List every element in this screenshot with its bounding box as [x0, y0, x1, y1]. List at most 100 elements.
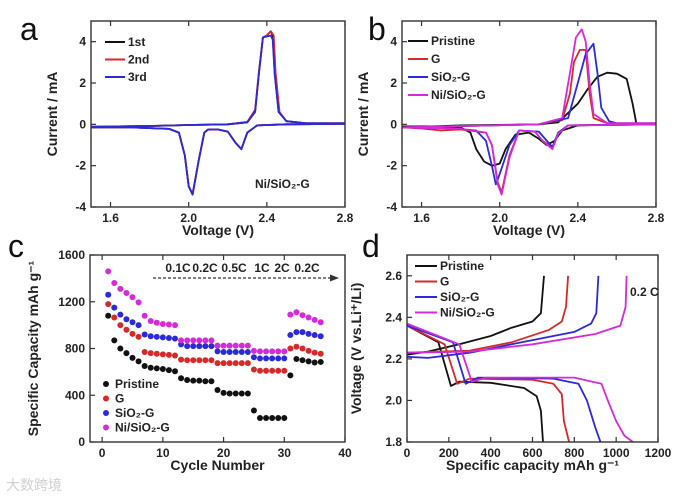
series-pristine-point — [159, 365, 166, 372]
series-g-point — [208, 357, 215, 364]
series-g-point — [202, 357, 209, 364]
legend-swatch — [103, 410, 109, 416]
rate-label: 0.2C — [294, 261, 320, 275]
series-g-point — [281, 367, 288, 374]
series-g-point — [317, 350, 324, 357]
legend-label: Pristine — [440, 259, 484, 273]
series-sio-g-point — [105, 291, 112, 298]
series-pristine-point — [165, 367, 172, 374]
series-sio-g-point — [123, 316, 130, 323]
legend-label: SiO₂-G — [115, 406, 154, 420]
series-pristine-point — [172, 368, 178, 375]
series-ni-sio-g-point — [250, 347, 257, 354]
series-ni-sio-g-point — [238, 342, 245, 349]
series-ni-sio-g-point — [184, 337, 191, 344]
x-tick-label: 1.6 — [102, 211, 119, 225]
y-tick-label: -4 — [75, 200, 86, 214]
legend-swatch — [103, 395, 109, 402]
series-g-point — [178, 356, 185, 363]
series-sio-g-point — [257, 355, 263, 362]
x-axis-title: Specific capacity mAh g⁻¹ — [446, 457, 619, 473]
series-ni-sio-g-point — [232, 342, 239, 349]
series-g-charge-line — [407, 275, 569, 354]
legend-label: Ni/SiO₂-G — [431, 88, 486, 102]
x-tick-label: 1.6 — [413, 211, 430, 225]
series-sio-g-point — [311, 332, 318, 339]
legend-label: Pristine — [115, 377, 159, 391]
series-ni-sio-g-point — [263, 348, 270, 355]
x-tick-label: 20 — [217, 446, 231, 460]
x-tick-label: 30 — [278, 446, 292, 460]
series-g-point — [172, 352, 178, 359]
series-sio-g-point — [135, 322, 142, 329]
series-g-point — [257, 367, 263, 374]
watermark: 大数跨境 — [6, 478, 62, 494]
y-axis-title: Specific Capacity mAh g⁻¹ — [25, 260, 41, 436]
series-sio-g-point — [263, 355, 270, 362]
series-sio-g-point — [172, 335, 178, 342]
series-ni-sio-g-point — [190, 337, 197, 344]
series-ni-sio-g-point — [123, 289, 130, 296]
series-ni-sio-g-point — [226, 342, 233, 349]
series-ni-sio-g-point — [105, 268, 112, 275]
y-tick-label: 0 — [79, 117, 86, 131]
series-g-point — [117, 322, 124, 329]
series-g-point — [269, 367, 276, 374]
series-pristine-point — [153, 365, 160, 372]
series-sio-g-point — [250, 354, 257, 361]
x-tick-label: 2.4 — [570, 211, 587, 225]
y-tick-label: 2 — [390, 76, 397, 90]
series-ni-sio-g-point — [165, 321, 172, 328]
series-pristine-point — [135, 358, 142, 365]
series-sio-g-point — [153, 333, 160, 340]
y-tick-label: 800 — [65, 342, 85, 356]
series-3rd-line — [91, 34, 345, 196]
series-pristine-point — [190, 377, 197, 384]
series-sio-g-point — [281, 355, 288, 362]
plot-area — [91, 30, 345, 196]
series-ni-sio-g-point — [178, 337, 185, 344]
x-tick-label: 10 — [156, 446, 170, 460]
series-pristine-line — [402, 71, 656, 167]
series-ni-sio-g-point — [214, 342, 221, 349]
series-sio-g-charge-line — [407, 275, 600, 359]
series-sio-g-point — [275, 355, 282, 362]
series-pristine-point — [238, 390, 245, 397]
series-sio-g-point — [208, 343, 215, 350]
arrow-head-icon — [330, 274, 339, 282]
series-pristine-point — [208, 378, 215, 385]
series-ni-sio-g-point — [317, 319, 324, 326]
x-tick-label: 600 — [522, 446, 542, 460]
x-tick-label: 2.8 — [337, 211, 354, 225]
series-ni-sio-g-point — [299, 312, 306, 319]
series-g-point — [129, 330, 136, 337]
panel-letter: c — [8, 228, 24, 264]
plot-area — [407, 275, 634, 442]
series-sio-g-point — [269, 355, 276, 362]
series-g-point — [293, 343, 300, 350]
series-ni-sio-g-point — [257, 348, 263, 355]
series-ni-sio-g-point — [269, 348, 276, 355]
legend-label: G — [115, 392, 124, 406]
rate-annotation: 0.2 C — [630, 285, 659, 299]
x-tick-label: 40 — [338, 446, 352, 460]
legend-label: SiO₂-G — [431, 70, 470, 84]
series-g-point — [190, 357, 197, 364]
y-axis-title: Current / mA — [355, 72, 371, 157]
rate-label: 0.2C — [192, 261, 218, 275]
series-pristine-point — [250, 407, 257, 414]
y-tick-label: 0 — [78, 435, 85, 449]
series-g-point — [105, 301, 112, 308]
series-ni-sio-g-point — [153, 319, 160, 326]
series-g-point — [232, 360, 239, 367]
series-sio-g-point — [111, 304, 118, 311]
series-ni-sio-g-point — [129, 294, 136, 301]
series-pristine-point — [129, 354, 136, 361]
x-tick-label: 2.0 — [491, 211, 508, 225]
series-sio-g-point — [159, 334, 166, 341]
panel-d: d 0 200 400 600 800 1000 1200 1.8 2.0 2.2 2.4 2.6 Spe… — [348, 228, 672, 473]
series-sio-g-discharge-line — [407, 324, 602, 442]
y-tick-label: 1.8 — [385, 435, 402, 449]
series-pristine-charge-line — [407, 275, 545, 356]
